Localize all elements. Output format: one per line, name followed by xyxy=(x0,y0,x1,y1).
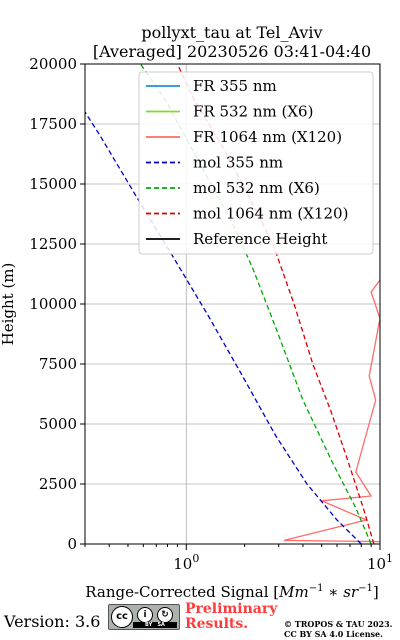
by-person-icon: i xyxy=(137,607,153,623)
series-line-4 xyxy=(139,64,372,544)
y-axis-label: Height (m) xyxy=(0,263,17,346)
legend-label-6: Reference Height xyxy=(193,230,327,248)
copyright-notice: © TROPOS & TAU 2023. CC BY SA 4.0 Licens… xyxy=(284,619,392,639)
legend: FR 355 nm FR 532 nm (X6) FR 1064 nm (X120)… xyxy=(138,71,374,255)
x-tick-label: 100 xyxy=(173,552,199,573)
version-label: Version: 3.6 xyxy=(4,612,101,631)
y-tick-label: 2500 xyxy=(39,475,77,493)
preliminary-line1: Preliminary xyxy=(185,601,278,617)
y-tick-label: 20000 xyxy=(29,55,77,73)
y-tick-label: 17500 xyxy=(29,115,77,133)
y-tick-label: 12500 xyxy=(29,235,77,253)
series-line-2 xyxy=(283,64,380,543)
x-axis-label: Range-Corrected Signal [Mm−1 ∗ sr−1] xyxy=(85,583,378,601)
chart-title: pollyxt_tau at Tel_Aviv xyxy=(141,23,322,42)
legend-label-1: FR 532 nm (X6) xyxy=(193,103,313,121)
y-tick-label: 10000 xyxy=(29,295,77,313)
y-tick-label: 7500 xyxy=(39,355,77,373)
license-strip: BY SA xyxy=(133,622,177,628)
preliminary-notice: Preliminary Results. xyxy=(185,602,277,632)
x-axis-ticks: 100 101 xyxy=(84,544,393,573)
y-axis-ticks: 0 2500 5000 7500 10000 12500 15000 17500 20000 xyxy=(29,55,85,553)
chart-subtitle: [Averaged] 20230526 03:41-04:40 xyxy=(93,42,371,61)
y-tick-label: 0 xyxy=(67,535,77,553)
legend-box xyxy=(138,71,374,255)
legend-label-0: FR 355 nm xyxy=(193,77,277,95)
cc-icon: cc xyxy=(111,606,133,628)
y-tick-label: 5000 xyxy=(39,415,77,433)
series-line-3 xyxy=(85,111,362,544)
legend-label-3: mol 355 nm xyxy=(193,154,283,172)
legend-label-2: FR 1064 nm (X120) xyxy=(193,128,342,146)
copyright-line2: CC BY SA 4.0 License. xyxy=(284,629,383,639)
copyright-line1: © TROPOS & TAU 2023. xyxy=(284,619,393,629)
cc-license-badge: cc i ↻ BY SA xyxy=(108,604,180,630)
x-tick-label: 101 xyxy=(367,552,393,573)
preliminary-line2: Results. xyxy=(185,616,249,632)
legend-label-5: mol 1064 nm (X120) xyxy=(193,205,348,223)
y-tick-label: 15000 xyxy=(29,175,77,193)
share-alike-icon: ↻ xyxy=(157,607,173,623)
legend-label-4: mol 532 nm (X6) xyxy=(193,179,320,197)
